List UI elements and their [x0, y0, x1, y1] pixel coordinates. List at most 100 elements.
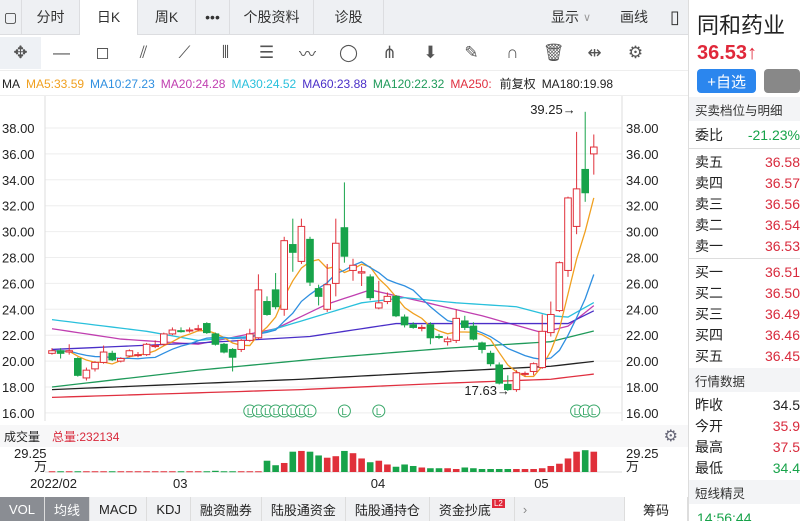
volume-bar	[538, 468, 546, 472]
tab-0[interactable]: 分时	[22, 0, 80, 35]
order-row: 买二 36.50	[695, 284, 800, 301]
chips-button[interactable]: 筹码	[623, 497, 688, 521]
candle-body	[314, 288, 323, 297]
y-tick-right: 20.00	[626, 354, 659, 369]
rectangle-icon[interactable]: ◻	[95, 42, 110, 62]
adjust-toggle[interactable]: 前复权	[499, 77, 536, 91]
volume-bar	[435, 468, 443, 472]
tab-5[interactable]: 诊股	[314, 0, 384, 35]
volume-bar	[375, 460, 383, 472]
volume-bar	[470, 468, 477, 472]
pitchfork-icon[interactable]: ⋔	[382, 42, 397, 62]
chevron-right-icon[interactable]: ›	[522, 501, 528, 517]
candle	[366, 274, 374, 301]
segment-icon[interactable]: ⟋	[178, 42, 191, 62]
tab-3[interactable]: •••	[196, 0, 230, 35]
candle	[443, 336, 452, 346]
indicator-tab[interactable]: 均线	[45, 497, 91, 521]
indicator-tab[interactable]: 融资融券	[191, 497, 262, 521]
candle	[332, 218, 340, 297]
fan-icon[interactable]: ⫽	[139, 42, 148, 62]
tab-1[interactable]: 日K	[80, 0, 138, 35]
l-marker-text: L	[376, 407, 382, 418]
ma-label[interactable]: MA	[2, 76, 20, 91]
candle	[271, 273, 280, 310]
ma-value: MA5:33.59	[26, 76, 85, 91]
parallel-lines-icon[interactable]: ⦀	[221, 42, 230, 62]
candle	[504, 375, 512, 391]
candle	[486, 350, 495, 367]
volume-bar	[349, 453, 357, 472]
volume-bar	[263, 460, 271, 472]
draw-lines-button[interactable]: 画线	[620, 9, 648, 25]
volume-bar	[48, 471, 56, 473]
kline-chart[interactable]: 38.00 38.00 36.00 36.00 34.00 34.00 32.00 32.00…	[0, 96, 688, 496]
gear-icon[interactable]: ⚙	[627, 42, 644, 62]
candle	[512, 370, 521, 392]
indicator-tab[interactable]: 陆股通资金	[262, 497, 346, 521]
add-watchlist-button[interactable]: +自选	[697, 69, 757, 93]
tab-4[interactable]: 个股资料	[230, 0, 314, 35]
magnet-icon[interactable]: ∩	[506, 42, 519, 62]
indicator-tab[interactable]: KDJ	[147, 497, 191, 521]
circle-icon[interactable]: ◯	[338, 42, 359, 62]
candle	[340, 182, 349, 263]
l-marker-text: L	[574, 407, 580, 418]
candle	[572, 131, 581, 235]
candle-body	[297, 225, 306, 262]
candle-body	[108, 352, 117, 361]
fibonacci-icon[interactable]: ☰	[258, 42, 275, 62]
candle	[280, 236, 288, 316]
arrow-down-icon[interactable]: ⬇	[423, 42, 438, 62]
eraser-icon[interactable]: ✎	[464, 42, 479, 62]
candle-body	[400, 316, 409, 326]
candle-body	[357, 271, 366, 274]
ma-legend: MA MA5:33.59 MA10:27.23 MA20:24.28 MA30:24.…	[0, 72, 688, 96]
candle	[160, 332, 168, 346]
y-tick-right: 34.00	[626, 173, 659, 188]
panel-toggle-icon[interactable]: ▯	[670, 6, 680, 27]
candle-body	[349, 264, 357, 271]
order-book-header: 买卖档位与明细	[689, 97, 800, 121]
volume-bar	[186, 471, 193, 473]
volume-bar	[590, 451, 598, 472]
indicator-tab[interactable]: 资金抄底 L2	[430, 497, 515, 521]
candle	[323, 263, 331, 312]
trash-icon[interactable]: 🗑	[542, 42, 565, 62]
candle	[134, 352, 142, 358]
volume-bar	[513, 468, 520, 472]
move-icon[interactable]: ✥	[0, 36, 41, 69]
display-dropdown[interactable]: 显示 ∨	[536, 0, 606, 35]
quote-panel: 同和药业 36.53↑ +自选 买卖档位与明细 委比 -21.23% 卖五 36.5…	[688, 0, 800, 521]
volume-bar	[384, 464, 391, 472]
gear-icon[interactable]: ⚙	[663, 428, 678, 445]
volume-bar	[564, 458, 572, 472]
secondary-button[interactable]	[764, 69, 800, 93]
candle	[56, 348, 65, 359]
split-icon[interactable]: ⇹	[587, 42, 602, 62]
x-tick: 04	[371, 476, 385, 491]
volume-bar	[332, 456, 340, 472]
candle-body	[168, 329, 177, 335]
indicator-tab[interactable]: VOL	[0, 497, 46, 521]
candle	[469, 322, 478, 341]
sidebar-toggle-button[interactable]: ▢	[0, 0, 22, 35]
line-icon[interactable]: —	[53, 42, 70, 62]
l-marker-icon	[303, 404, 317, 418]
candle	[435, 333, 443, 340]
candle-body	[56, 350, 65, 354]
ma-value: MA120:22.32	[372, 76, 445, 91]
candle-body	[228, 348, 237, 358]
tab-2[interactable]: 周K	[138, 0, 196, 35]
volume-bar	[117, 471, 125, 473]
order-row: 卖二 36.54	[695, 216, 800, 233]
y-tick-right: 16.00	[626, 406, 659, 421]
wave-icon[interactable]: 〰	[299, 45, 316, 64]
indicator-tab[interactable]: 陆股通持仓	[346, 497, 430, 521]
ma10-line	[51, 261, 595, 361]
order-row: 昨收 34.5	[695, 396, 800, 413]
candle	[400, 314, 409, 328]
candle	[383, 292, 392, 305]
indicator-tab[interactable]: MACD	[90, 497, 148, 521]
ratio-row: 委比 -21.23%	[689, 121, 800, 149]
